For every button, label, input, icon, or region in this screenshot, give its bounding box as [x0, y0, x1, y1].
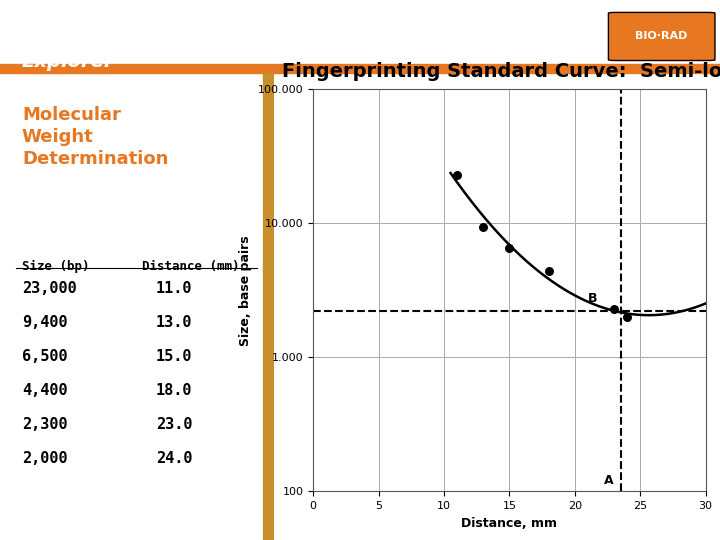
Text: 6,500: 6,500: [22, 349, 68, 364]
Point: [477, 222, 489, 231]
Text: 11.0: 11.0: [156, 281, 192, 296]
Text: Explorer: Explorer: [22, 52, 114, 71]
Text: 15.0: 15.0: [156, 349, 192, 364]
Text: Fingerprinting Standard Curve:  Semi-log: Fingerprinting Standard Curve: Semi-log: [282, 62, 720, 81]
Point: [543, 267, 554, 275]
Text: 18.0: 18.0: [156, 383, 192, 398]
Point: [504, 244, 516, 253]
Text: 13.0: 13.0: [156, 315, 192, 330]
Point: [608, 305, 620, 313]
Bar: [263, 73, 274, 540]
Y-axis label: Size, base pairs: Size, base pairs: [239, 235, 252, 346]
Text: B: B: [588, 292, 598, 305]
Text: Distance (mm): Distance (mm): [143, 260, 240, 273]
Text: 24.0: 24.0: [156, 451, 192, 466]
Bar: [0, 64, 720, 73]
Text: 4,400: 4,400: [22, 383, 68, 398]
Text: 9,400: 9,400: [22, 315, 68, 330]
Text: 23.0: 23.0: [156, 417, 192, 432]
Text: 2,300: 2,300: [22, 417, 68, 432]
Point: [621, 313, 633, 321]
X-axis label: Distance, mm: Distance, mm: [462, 517, 557, 530]
Text: Molecular
Weight
Determination: Molecular Weight Determination: [22, 106, 168, 168]
Text: Biotechnology: Biotechnology: [22, 21, 144, 36]
FancyBboxPatch shape: [608, 12, 715, 60]
Point: [451, 171, 463, 179]
Text: Size (bp): Size (bp): [22, 260, 89, 273]
Text: 23,000: 23,000: [22, 281, 76, 296]
Text: A: A: [604, 474, 613, 487]
Text: 2,000: 2,000: [22, 451, 68, 466]
Text: BIO·RAD: BIO·RAD: [636, 31, 688, 42]
